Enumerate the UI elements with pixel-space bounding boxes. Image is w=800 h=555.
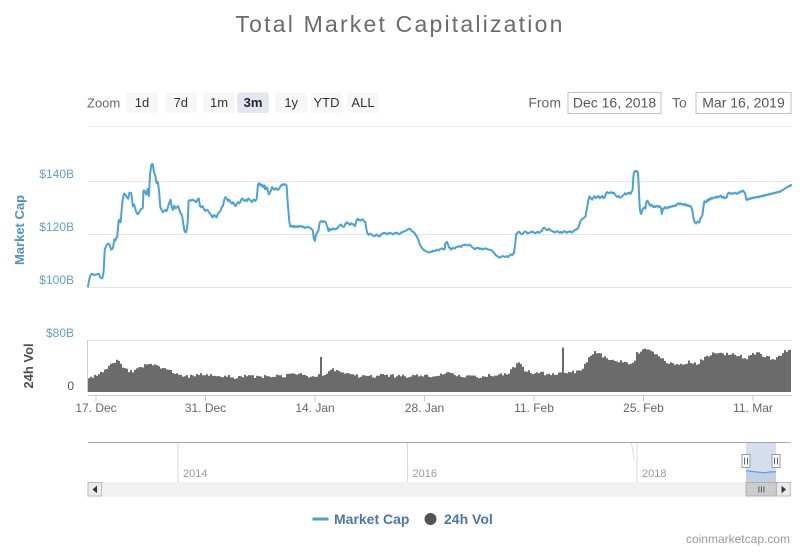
svg-text:25. Feb: 25. Feb <box>623 401 664 415</box>
svg-text:2018: 2018 <box>642 468 666 480</box>
svg-text:coinmarketcap.com: coinmarketcap.com <box>686 532 790 546</box>
svg-text:1m: 1m <box>210 95 228 110</box>
svg-text:1d: 1d <box>135 95 149 110</box>
svg-text:3m: 3m <box>244 95 263 110</box>
svg-text:To: To <box>672 95 687 111</box>
svg-text:1y: 1y <box>284 95 298 110</box>
svg-text:14. Jan: 14. Jan <box>295 401 334 415</box>
svg-text:31. Dec: 31. Dec <box>185 401 226 415</box>
svg-text:Mar 16, 2019: Mar 16, 2019 <box>702 95 785 111</box>
svg-text:2014: 2014 <box>183 468 207 480</box>
svg-text:Total Market Capitalization: Total Market Capitalization <box>235 11 564 37</box>
svg-text:28. Jan: 28. Jan <box>405 401 444 415</box>
svg-text:7d: 7d <box>174 95 188 110</box>
svg-text:From: From <box>528 95 561 111</box>
svg-text:YTD: YTD <box>314 95 340 110</box>
svg-text:17. Dec: 17. Dec <box>75 401 116 415</box>
svg-text:Market Cap: Market Cap <box>334 511 409 527</box>
svg-text:11. Feb: 11. Feb <box>514 401 554 415</box>
svg-text:0: 0 <box>67 379 74 393</box>
svg-text:Dec 16, 2018: Dec 16, 2018 <box>573 95 656 111</box>
svg-text:Market Cap: Market Cap <box>12 195 27 265</box>
svg-text:$100B: $100B <box>39 273 74 287</box>
svg-text:$140B: $140B <box>39 167 74 181</box>
svg-text:Zoom: Zoom <box>87 96 120 111</box>
svg-text:2016: 2016 <box>413 468 437 480</box>
svg-text:ALL: ALL <box>351 95 374 110</box>
svg-text:24h Vol: 24h Vol <box>21 343 36 388</box>
svg-text:24h Vol: 24h Vol <box>444 511 493 527</box>
svg-text:$80B: $80B <box>46 326 74 340</box>
svg-text:$120B: $120B <box>39 220 74 234</box>
svg-text:11. Mar: 11. Mar <box>733 401 773 415</box>
